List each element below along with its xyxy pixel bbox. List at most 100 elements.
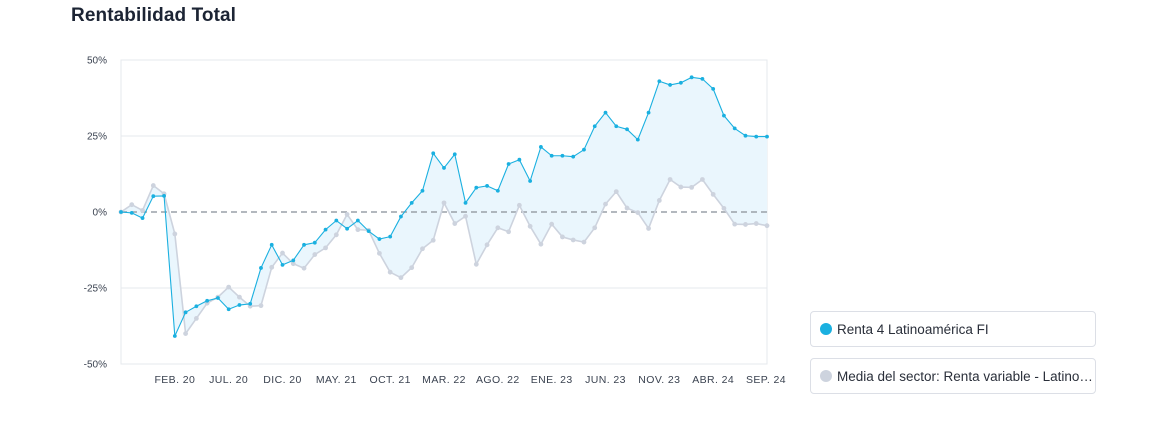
data-point-fund-16: [291, 258, 296, 263]
y-tick-label: -50%: [84, 360, 107, 371]
data-point-sector-38: [527, 223, 533, 229]
data-point-sector-25: [387, 269, 393, 275]
data-point-sector-48: [635, 210, 641, 216]
data-point-sector-50: [656, 198, 662, 203]
data-point-fund-42: [571, 154, 576, 159]
data-point-fund-34: [485, 183, 489, 188]
data-point-sector-37: [516, 202, 522, 208]
data-point-fund-39: [539, 145, 543, 149]
data-point-fund-24: [377, 237, 382, 241]
data-point-sector-13: [258, 303, 264, 309]
data-point-sector-1: [129, 202, 135, 208]
data-point-fund-51: [668, 83, 672, 87]
x-tick-label: AGO. 22: [476, 374, 520, 386]
chart-title: Rentabilidad Total: [71, 5, 237, 26]
data-point-sector-52: [678, 184, 684, 190]
data-point-sector-10: [226, 284, 232, 290]
data-point-fund-7: [194, 304, 199, 309]
data-point-sector-55: [710, 191, 716, 197]
data-point-fund-60: [765, 134, 769, 139]
data-point-sector-27: [409, 265, 415, 271]
data-point-sector-6: [183, 331, 189, 336]
data-point-fund-54: [700, 76, 705, 81]
data-point-fund-22: [355, 218, 360, 223]
data-point-fund-49: [646, 110, 651, 115]
data-point-fund-20: [334, 218, 339, 223]
data-point-sector-24: [377, 250, 382, 256]
legend-item-fund[interactable]: Renta 4 Latinoamérica FI: [810, 311, 1096, 347]
data-point-fund-26: [399, 214, 403, 219]
data-point-sector-11: [237, 294, 242, 300]
data-point-fund-27: [409, 200, 414, 205]
data-point-fund-48: [635, 137, 640, 142]
data-point-fund-13: [259, 266, 263, 270]
y-tick-label: 25%: [87, 132, 107, 143]
data-point-sector-53: [689, 184, 695, 190]
y-tick-label: 0%: [93, 208, 108, 219]
data-point-fund-57: [732, 126, 737, 131]
sector-legend-marker-icon: [820, 370, 832, 382]
data-point-fund-19: [323, 227, 328, 232]
line-chart: 50% 25% 0% -25% -50% FEB. 20 JUL. 20 DIC. 20 MA…: [84, 56, 786, 387]
data-point-fund-50: [657, 79, 662, 84]
x-tick-label: ENE. 23: [531, 374, 573, 386]
data-point-fund-41: [560, 153, 565, 158]
data-point-fund-32: [463, 200, 468, 205]
legend-item-sector[interactable]: Media del sector: Renta variable - Latin…: [810, 358, 1096, 394]
data-point-fund-21: [345, 226, 349, 231]
data-point-sector-40: [549, 221, 555, 227]
data-point-sector-22: [355, 227, 361, 233]
data-point-fund-45: [603, 110, 608, 115]
data-point-fund-6: [183, 310, 188, 315]
data-point-sector-18: [312, 252, 318, 257]
x-tick-label: ABR. 24: [692, 374, 734, 386]
data-point-fund-30: [442, 166, 446, 170]
legend-label-fund: Renta 4 Latinoamérica FI: [837, 321, 989, 337]
data-point-sector-20: [333, 232, 339, 238]
x-tick-label: JUN. 23: [585, 374, 626, 386]
legend-label-sector: Media del sector: Renta variable - Latin…: [837, 368, 1095, 384]
fund-legend-marker-icon: [820, 323, 832, 335]
data-point-sector-39: [538, 241, 544, 247]
data-point-sector-54: [700, 177, 705, 182]
data-point-sector-47: [624, 205, 630, 211]
x-tick-label: MAR. 22: [422, 374, 466, 386]
data-point-fund-14: [269, 242, 274, 247]
data-point-fund-36: [506, 162, 511, 166]
data-point-fund-38: [528, 179, 533, 183]
data-point-sector-28: [420, 246, 425, 252]
data-point-fund-28: [420, 188, 425, 193]
y-tick-label: -25%: [84, 284, 107, 295]
data-point-fund-44: [592, 124, 597, 129]
data-point-sector-7: [193, 316, 199, 321]
data-point-sector-36: [506, 229, 511, 235]
data-point-fund-9: [216, 296, 220, 300]
data-point-fund-4: [162, 193, 166, 198]
data-point-fund-59: [754, 134, 759, 139]
area-between-series: [121, 77, 767, 337]
data-point-fund-23: [366, 229, 371, 234]
x-tick-label: JUL. 20: [209, 374, 248, 386]
x-tick-label: OCT. 21: [370, 374, 411, 386]
data-point-sector-2: [140, 208, 145, 213]
data-point-sector-30: [441, 200, 447, 206]
area-fill: [121, 77, 767, 337]
data-point-fund-40: [549, 153, 554, 158]
data-point-fund-33: [474, 185, 479, 190]
data-point-sector-21: [344, 212, 350, 217]
y-tick-label: 50%: [87, 56, 107, 67]
data-point-fund-47: [625, 127, 629, 132]
data-point-fund-12: [248, 301, 253, 306]
data-point-fund-2: [140, 216, 145, 220]
data-point-sector-29: [430, 237, 436, 243]
data-point-fund-43: [582, 147, 586, 152]
data-point-sector-56: [721, 205, 727, 211]
data-point-fund-8: [205, 298, 210, 303]
data-point-sector-17: [301, 265, 307, 271]
data-point-sector-16: [290, 261, 296, 267]
data-point-fund-31: [452, 152, 457, 157]
data-point-fund-1: [129, 211, 134, 215]
x-tick-label: DIC. 20: [263, 374, 301, 386]
data-point-fund-29: [431, 151, 436, 156]
data-point-sector-44: [592, 225, 598, 231]
